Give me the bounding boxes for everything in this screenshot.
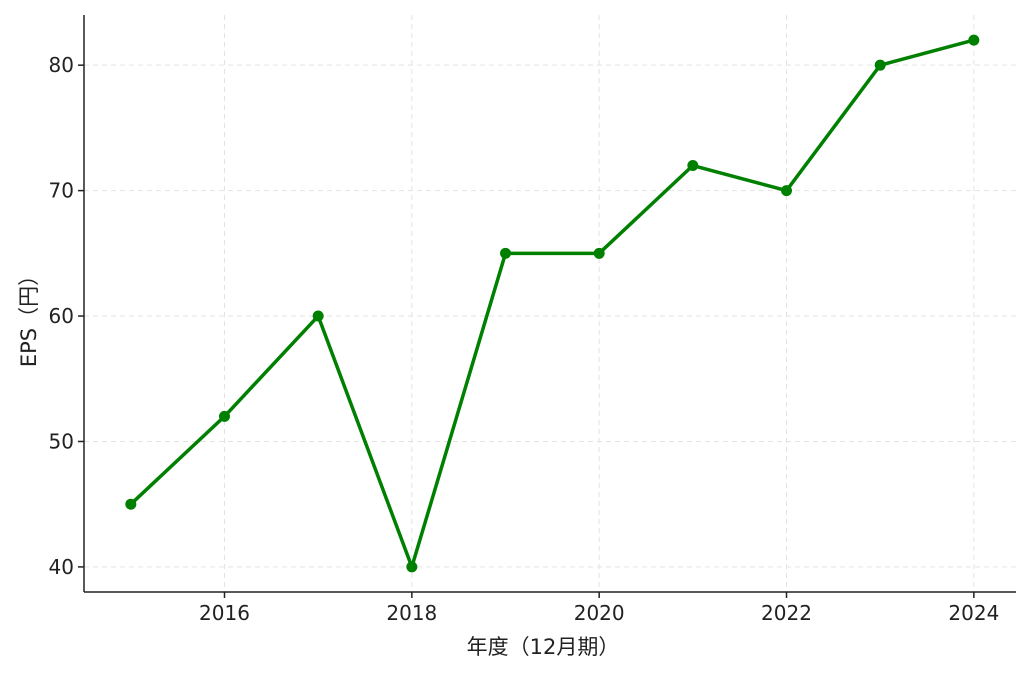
y-tick-label: 40 bbox=[49, 555, 74, 579]
y-axis-label: EPS（円） bbox=[17, 265, 41, 367]
eps-data-point bbox=[312, 310, 324, 322]
x-tick-label: 2016 bbox=[199, 601, 250, 625]
eps-data-point bbox=[219, 410, 231, 422]
axes-layer bbox=[83, 15, 1016, 593]
eps-data-point bbox=[406, 561, 418, 573]
x-tick-label: 2024 bbox=[948, 601, 999, 625]
eps-series-line bbox=[129, 38, 976, 569]
x-tick-label: 2022 bbox=[761, 601, 812, 625]
eps-data-point bbox=[125, 498, 137, 510]
eps-data-point bbox=[781, 185, 793, 197]
grid-layer bbox=[84, 15, 1016, 592]
eps-data-point bbox=[687, 160, 699, 172]
ticks-layer: 2016 2018 2020 2022 2024 40 50 60 70 80 bbox=[49, 53, 1000, 625]
eps-data-point bbox=[968, 34, 980, 46]
eps-data-point bbox=[874, 59, 886, 71]
y-tick-label: 50 bbox=[49, 429, 74, 453]
y-tick-label: 60 bbox=[49, 304, 74, 328]
x-tick-label: 2020 bbox=[574, 601, 625, 625]
eps-data-point bbox=[500, 247, 512, 259]
series-layer bbox=[125, 34, 980, 573]
x-axis-label: 年度（12月期） bbox=[467, 635, 620, 659]
x-tick-label: 2018 bbox=[386, 601, 437, 625]
eps-data-point bbox=[593, 247, 605, 259]
y-tick-label: 80 bbox=[49, 53, 74, 77]
y-tick-label: 70 bbox=[49, 179, 74, 203]
